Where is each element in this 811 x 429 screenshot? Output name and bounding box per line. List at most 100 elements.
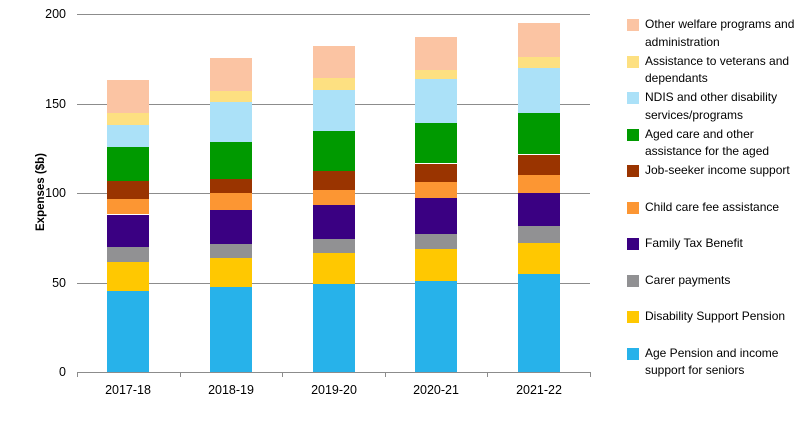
bar-segment: [415, 198, 457, 235]
y-tick-label: 100: [45, 186, 66, 200]
legend-label: NDIS and other disability services/progr…: [645, 90, 778, 122]
x-tick-label: 2020-21: [413, 383, 459, 397]
bar-segment: [518, 243, 560, 275]
bar-segment: [210, 193, 252, 210]
bar-segment: [518, 22, 560, 57]
gridline: [77, 14, 590, 15]
legend-item: Family Tax Benefit: [625, 235, 811, 272]
bar-segment: [313, 284, 355, 372]
bar-segment: [107, 113, 149, 125]
x-tick: [77, 373, 78, 377]
legend-swatch-icon: [627, 238, 639, 250]
legend-item: Disability Support Pension: [625, 308, 811, 345]
x-tick: [487, 373, 488, 377]
bar-segment: [518, 274, 560, 372]
bar-segment: [313, 253, 355, 285]
bar-segment: [518, 67, 560, 114]
bar-segment: [107, 246, 149, 262]
bar-segment: [518, 154, 560, 176]
x-tick: [385, 373, 386, 377]
bar-segment: [415, 163, 457, 183]
bar-segment: [107, 261, 149, 292]
x-tick: [180, 373, 181, 377]
bar-segment: [518, 193, 560, 227]
bar-segment: [107, 180, 149, 200]
bar-segment: [313, 131, 355, 171]
x-tick-label: 2021-22: [516, 383, 562, 397]
legend-swatch-icon: [627, 347, 639, 360]
bar-segment: [415, 234, 457, 250]
legend-item: Assistance to veterans and dependants: [625, 53, 811, 90]
bar-segment: [210, 210, 252, 244]
bar-segment: [415, 249, 457, 281]
x-tick: [282, 373, 283, 377]
legend-label: Age Pension and income support for senio…: [645, 345, 779, 378]
bar-segment: [107, 80, 149, 114]
y-tick-label: 200: [45, 7, 66, 21]
bar-segment: [210, 258, 252, 287]
bar-segment: [107, 125, 149, 147]
bar-segment: [107, 199, 149, 215]
bar-segment: [415, 280, 457, 372]
bar-segment: [518, 113, 560, 155]
legend-swatch-icon: [627, 55, 639, 68]
bar-segment: [313, 90, 355, 132]
bar-segment: [210, 57, 252, 91]
bar-segment: [107, 146, 149, 181]
bar-segment: [210, 178, 252, 193]
bar-segment: [313, 204, 355, 239]
x-axis-line: [77, 372, 591, 373]
x-tick: [590, 373, 591, 377]
legend-item: NDIS and other disability services/progr…: [625, 89, 811, 126]
bar-segment: [313, 238, 355, 253]
y-tick-label: 0: [59, 365, 66, 379]
bar-segment: [415, 79, 457, 124]
legend-swatch-icon: [627, 128, 639, 141]
legend: Other welfare programs and administratio…: [625, 16, 811, 381]
legend-item: Child care fee assistance: [625, 199, 811, 236]
bar-segment: [518, 226, 560, 244]
legend-swatch-icon: [627, 201, 639, 214]
legend-item: Other welfare programs and administratio…: [625, 16, 811, 53]
bar-segment: [415, 182, 457, 199]
y-tick-label: 150: [45, 97, 66, 111]
bar-segment: [313, 170, 355, 191]
legend-label: Other welfare programs and administratio…: [645, 17, 795, 49]
legend-swatch-icon: [627, 92, 639, 104]
legend-item: Carer payments: [625, 272, 811, 309]
legend-label: Family Tax Benefit: [645, 236, 743, 250]
legend-label: Job-seeker income support: [645, 163, 790, 177]
bar-segment: [313, 78, 355, 90]
x-tick-label: 2019-20: [311, 383, 357, 397]
legend-swatch-icon: [627, 19, 639, 31]
bar-segment: [210, 287, 252, 372]
legend-swatch-icon: [627, 274, 639, 287]
bar-segment: [107, 291, 149, 372]
legend-swatch-icon: [627, 311, 639, 323]
bar-segment: [107, 214, 149, 247]
legend-label: Assistance to veterans and dependants: [645, 53, 790, 86]
legend-swatch-icon: [627, 165, 639, 177]
legend-label: Disability Support Pension: [645, 309, 786, 323]
bar-segment: [518, 57, 560, 68]
legend-item: Job-seeker income support: [625, 162, 811, 199]
legend-item: Aged care and other assistance for the a…: [625, 126, 811, 163]
legend-label: Child care fee assistance: [645, 199, 780, 214]
bar-segment: [415, 37, 457, 71]
bar-segment: [313, 190, 355, 205]
bar-segment: [210, 101, 252, 142]
bar-segment: [415, 123, 457, 164]
legend-label: Carer payments: [645, 272, 731, 287]
bar-segment: [210, 244, 252, 259]
bar-segment: [313, 46, 355, 79]
bar-segment: [210, 91, 252, 102]
bar-segment: [415, 70, 457, 80]
x-tick-label: 2017-18: [105, 383, 151, 397]
x-tick-label: 2018-19: [208, 383, 254, 397]
legend-item: Age Pension and income support for senio…: [625, 345, 811, 382]
bar-segment: [518, 175, 560, 193]
y-tick-label: 50: [52, 276, 66, 290]
bar-segment: [210, 142, 252, 179]
legend-label: Aged care and other assistance for the a…: [645, 126, 770, 159]
